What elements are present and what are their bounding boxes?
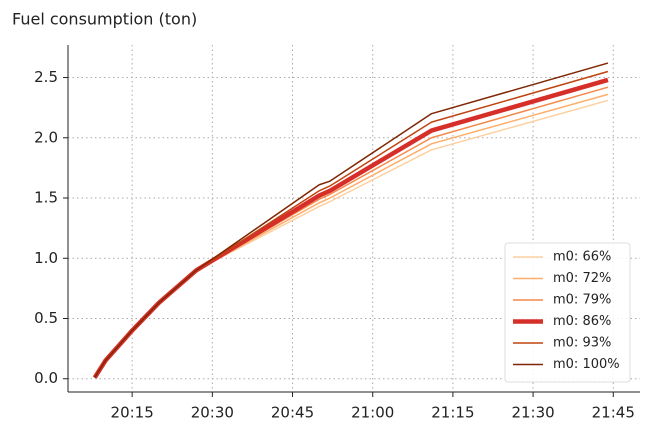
x-tick-label: 21:00 bbox=[351, 404, 394, 422]
chart-title: Fuel consumption (ton) bbox=[12, 10, 197, 29]
legend-label: m0: 93% bbox=[553, 336, 611, 351]
y-tick-label: 2.5 bbox=[34, 68, 58, 86]
legend-label: m0: 86% bbox=[553, 314, 611, 329]
y-tick-label: 0.0 bbox=[34, 369, 58, 387]
x-tick-label: 20:15 bbox=[111, 404, 154, 422]
y-tick-label: 1.5 bbox=[34, 189, 58, 207]
legend-label: m0: 100% bbox=[553, 357, 620, 372]
legend-label: m0: 66% bbox=[553, 250, 611, 265]
legend-label: m0: 72% bbox=[553, 271, 611, 286]
x-tick-label: 21:30 bbox=[511, 404, 554, 422]
legend: m0: 66% m0: 72% m0: 79% m0: 86% m0: 93% m0: 1… bbox=[504, 242, 631, 383]
x-tick-label: 21:15 bbox=[431, 404, 474, 422]
y-tick-label: 1.0 bbox=[34, 249, 58, 267]
legend-label: m0: 79% bbox=[553, 293, 611, 308]
y-tick-label: 2.0 bbox=[34, 128, 58, 146]
x-tick-label: 21:45 bbox=[592, 404, 635, 422]
x-tick-label: 20:45 bbox=[271, 404, 314, 422]
series-line bbox=[94, 62, 609, 378]
x-tick-label: 20:30 bbox=[191, 404, 234, 422]
y-tick-label: 0.5 bbox=[34, 309, 58, 327]
